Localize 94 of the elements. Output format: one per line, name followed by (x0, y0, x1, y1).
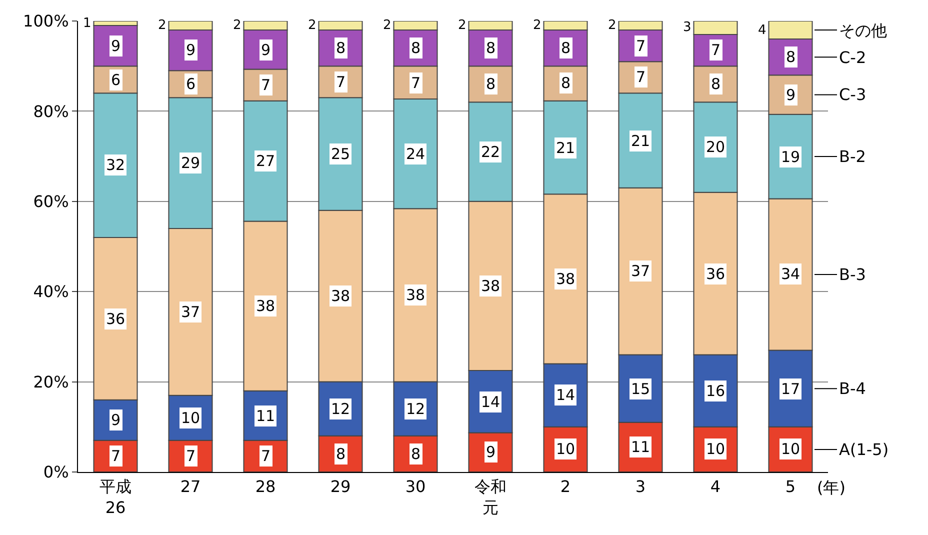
x-tick-label: 5 (785, 477, 796, 496)
data-label: 6 (111, 71, 121, 89)
series-label: C-2 (839, 48, 866, 67)
x-tick-label: 30 (405, 477, 426, 496)
x-axis-title: (年) (817, 478, 846, 497)
data-label: 7 (186, 447, 196, 465)
y-tick-label: 0% (43, 462, 69, 482)
data-label: 8 (561, 74, 571, 92)
data-label: 8 (336, 39, 346, 57)
series-label: A(1-5) (839, 440, 889, 459)
data-label: 9 (261, 41, 271, 59)
y-tick-label: 60% (33, 192, 69, 211)
data-label: 9 (486, 443, 496, 461)
series-label: B-4 (839, 379, 866, 398)
data-label: 3 (683, 20, 692, 35)
data-label: 12 (406, 400, 426, 418)
data-label: 2 (383, 18, 392, 33)
data-label: 21 (631, 132, 650, 150)
series-label: C-3 (839, 85, 866, 104)
y-tick-label: 20% (33, 372, 69, 392)
data-label: 7 (711, 41, 721, 59)
data-label: 15 (631, 380, 650, 398)
data-label: 11 (256, 407, 276, 425)
x-tick-label: 28 (255, 477, 276, 496)
data-label: 29 (181, 154, 200, 172)
data-label: 9 (111, 37, 121, 55)
data-label: 4 (758, 23, 766, 38)
data-label: 34 (781, 265, 800, 283)
y-tick-label: 40% (33, 282, 69, 302)
data-label: 25 (331, 145, 350, 163)
data-label: 9 (186, 41, 196, 59)
data-label: 38 (556, 270, 576, 288)
data-label: 22 (481, 143, 500, 161)
data-label: 8 (486, 75, 496, 93)
data-label: 8 (561, 39, 571, 57)
data-label: 7 (411, 74, 421, 92)
data-label: 7 (636, 37, 646, 55)
data-label: 27 (256, 152, 276, 170)
data-label: 16 (706, 382, 726, 400)
data-label: 7 (261, 447, 271, 465)
data-label: 2 (533, 18, 542, 33)
data-label: 10 (706, 440, 726, 458)
data-label: 38 (256, 297, 276, 315)
data-label: 2 (608, 18, 616, 33)
data-label: 36 (106, 310, 126, 328)
series-label: B-3 (839, 265, 866, 284)
data-label: 20 (706, 138, 726, 156)
y-tick-label: 80% (33, 102, 69, 121)
data-label: 36 (706, 265, 726, 283)
y-tick-label: 100% (23, 12, 69, 31)
data-label: 14 (481, 393, 500, 411)
data-label: 17 (781, 380, 800, 398)
data-label: 2 (308, 18, 316, 33)
data-label: 38 (331, 287, 350, 305)
data-label: 37 (631, 262, 650, 280)
x-tick-label: 27 (180, 477, 201, 496)
data-label: 9 (111, 411, 121, 429)
data-label: 2 (458, 18, 466, 33)
data-label: 12 (331, 400, 350, 418)
x-tick-label: 令和元 (474, 477, 506, 517)
data-label: 2 (158, 18, 166, 33)
data-label: 7 (336, 73, 346, 91)
data-label: 19 (781, 148, 800, 166)
data-label: 10 (181, 409, 200, 427)
data-label: 8 (336, 445, 346, 463)
data-label: 32 (106, 156, 126, 174)
x-tick-label: 3 (635, 477, 646, 496)
series-label: B-2 (839, 147, 866, 166)
series-label: その他 (839, 21, 887, 40)
data-label: 10 (556, 440, 576, 458)
x-tick-label: 2 (560, 477, 571, 496)
x-tick-label: 29 (330, 477, 351, 496)
data-label: 38 (481, 277, 500, 295)
data-label: 38 (406, 286, 426, 304)
data-label: 7 (111, 447, 121, 465)
data-label: 8 (411, 445, 421, 463)
data-label: 6 (186, 75, 196, 93)
data-label: 8 (711, 75, 721, 93)
data-label: 37 (181, 303, 200, 321)
data-label: 2 (233, 18, 242, 33)
data-label: 14 (556, 386, 576, 404)
data-label: 24 (406, 145, 426, 163)
data-label: 7 (261, 76, 271, 94)
data-label: 8 (411, 39, 421, 57)
data-label: 8 (486, 39, 496, 57)
data-label: 11 (631, 438, 650, 456)
x-tick-label: 4 (710, 477, 721, 496)
data-label: 7 (636, 68, 646, 86)
data-label: 8 (786, 48, 796, 66)
data-label: 9 (786, 86, 796, 104)
data-label: 10 (781, 440, 800, 458)
data-label: 21 (556, 139, 576, 157)
x-tick-label: 平成26 (100, 477, 132, 517)
data-label: 1 (83, 16, 92, 31)
